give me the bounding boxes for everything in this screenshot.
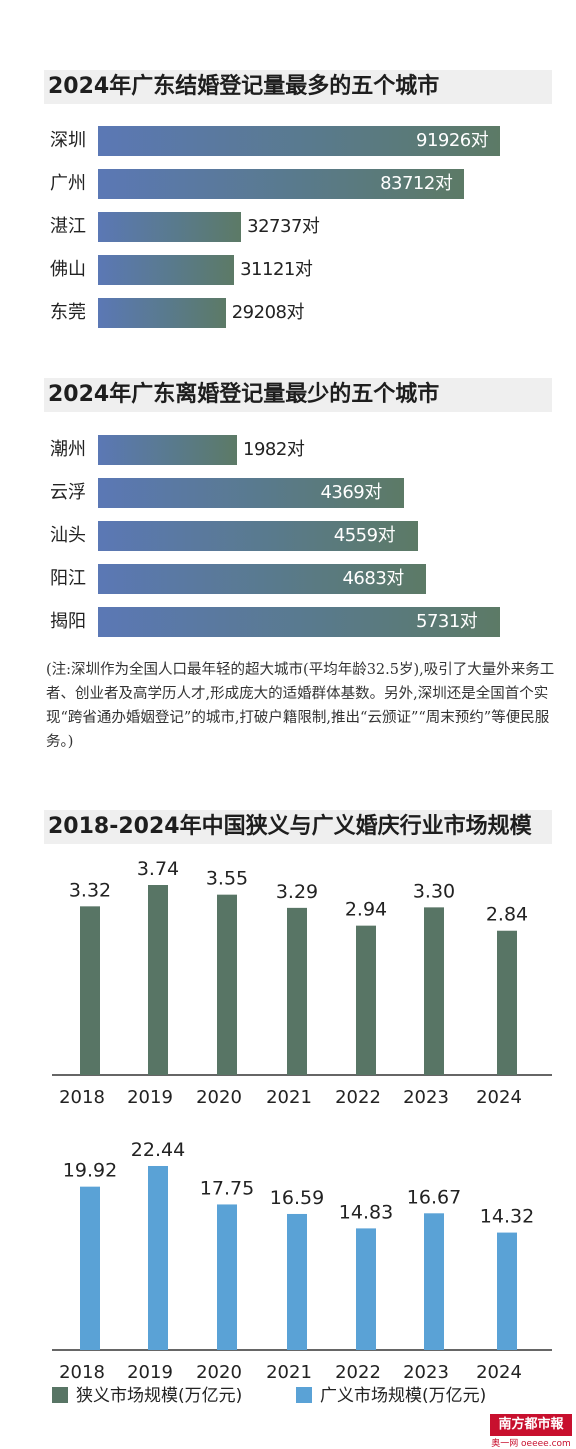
marriage-chart-title: 2024年广东结婚登记量最多的五个城市 [44, 70, 552, 104]
divorce-bar [98, 521, 418, 551]
narrow-year-label: 2024 [476, 1087, 522, 1108]
marriage-bar [98, 255, 235, 285]
broad-year-label: 2020 [196, 1362, 242, 1383]
broad-value-label: 14.32 [480, 1206, 534, 1228]
broad-bar [80, 1186, 100, 1350]
divorce-value-label: 4683对 [342, 568, 404, 589]
divorce-value-label: 4369对 [320, 482, 382, 503]
narrow-year-label: 2018 [59, 1087, 105, 1108]
divorce-bar [98, 607, 500, 637]
broad-year-label: 2021 [266, 1362, 312, 1383]
marriage-value-label: 32737对 [247, 216, 320, 237]
broad-year-label: 2022 [335, 1362, 381, 1383]
market-chart-title: 2018-2024年中国狭义与广义婚庆行业市场规模 [44, 810, 552, 844]
narrow-value-label: 3.32 [69, 879, 111, 901]
divorce-city-label: 阳江 [50, 568, 86, 589]
narrow-bar [287, 907, 307, 1075]
divorce-city-label: 潮州 [50, 439, 86, 460]
marriage-bar [98, 126, 500, 156]
broad-value-label: 16.67 [407, 1186, 461, 1208]
narrow-year-label: 2020 [196, 1087, 242, 1108]
broad-value-label: 17.75 [200, 1177, 254, 1199]
legend-narrow-swatch [52, 1387, 68, 1403]
divorce-value-label: 1982对 [243, 439, 305, 460]
divorce-bar [98, 435, 238, 465]
broad-year-label: 2023 [403, 1362, 449, 1383]
broad-year-label: 2024 [476, 1362, 522, 1383]
divorce-bar [98, 478, 405, 508]
marriage-value-label: 83712对 [380, 173, 453, 194]
marriage-bar [98, 298, 226, 328]
marriage-value-label: 31121对 [240, 259, 313, 280]
broad-bar [497, 1232, 517, 1350]
divorce-chart-title: 2024年广东离婚登记量最少的五个城市 [44, 378, 552, 412]
divorce-value-label: 4559对 [333, 525, 396, 546]
footnote: (注:深圳作为全国人口最年轻的超大城市(平均年龄32.5岁),吸引了大量外来务工… [46, 662, 555, 750]
narrow-year-label: 2021 [266, 1087, 312, 1108]
marriage-city-label: 广州 [50, 173, 86, 194]
marriage-bar [98, 212, 242, 242]
marriage-city-label: 佛山 [50, 259, 86, 280]
broad-bar [424, 1213, 444, 1350]
broad-market-chart: 19.92 2018 22.44 2019 17.75 2020 16.59 2021 14.8… [52, 1139, 552, 1383]
broad-value-label: 22.44 [131, 1139, 185, 1161]
marriage-city-label: 深圳 [50, 130, 86, 151]
divorce-value-label: 5731对 [416, 611, 478, 632]
narrow-value-label: 3.55 [206, 868, 248, 890]
divorce-bar [98, 564, 427, 594]
narrow-bar [148, 885, 168, 1075]
newspaper-logo: 南方都市報 [490, 1414, 572, 1436]
marriage-city-label: 湛江 [50, 216, 86, 237]
legend-narrow: 狭义市场规模(万亿元) [52, 1384, 242, 1408]
broad-bar [287, 1213, 307, 1350]
broad-value-label: 19.92 [63, 1160, 117, 1182]
divorce-city-label: 云浮 [50, 482, 86, 503]
narrow-bar [497, 930, 517, 1075]
narrow-year-label: 2019 [127, 1087, 173, 1108]
legend-broad-swatch [296, 1387, 312, 1403]
marriage-city-label: 东莞 [50, 302, 86, 323]
broad-value-label: 14.83 [339, 1201, 393, 1223]
narrow-value-label: 3.29 [276, 881, 318, 903]
divorce-city-label: 揭阳 [50, 611, 86, 632]
narrow-value-label: 3.74 [137, 858, 179, 880]
broad-bar [148, 1165, 168, 1350]
narrow-bar [217, 894, 237, 1075]
broad-year-label: 2018 [59, 1362, 105, 1383]
marriage-value-label: 29208对 [231, 302, 305, 323]
marriage-bar [98, 169, 465, 199]
narrow-bar [80, 906, 100, 1075]
broad-year-label: 2019 [127, 1362, 173, 1383]
broad-bar [356, 1228, 376, 1350]
legend-broad-label: 广义市场规模(万亿元) [320, 1386, 487, 1406]
narrow-value-label: 2.84 [486, 904, 528, 926]
narrow-value-label: 2.94 [345, 899, 387, 921]
divorce-city-label: 汕头 [50, 525, 86, 546]
legend-narrow-label: 狭义市场规模(万亿元) [76, 1386, 243, 1406]
narrow-bar [356, 925, 376, 1075]
narrow-bar [424, 907, 444, 1075]
broad-bar [217, 1204, 237, 1350]
narrow-year-label: 2022 [335, 1087, 381, 1108]
marriage-value-label: 91926对 [416, 130, 489, 151]
narrow-market-chart: 3.32 2018 3.74 2019 3.55 2020 3.29 2021 2.94 2022… [52, 858, 552, 1108]
narrow-value-label: 3.30 [413, 880, 455, 902]
broad-value-label: 16.59 [270, 1187, 324, 1209]
narrow-year-label: 2023 [403, 1087, 449, 1108]
legend-broad: 广义市场规模(万亿元) [296, 1384, 486, 1408]
newspaper-logo-sub: 奥一网 oeeee.com [491, 1439, 571, 1449]
